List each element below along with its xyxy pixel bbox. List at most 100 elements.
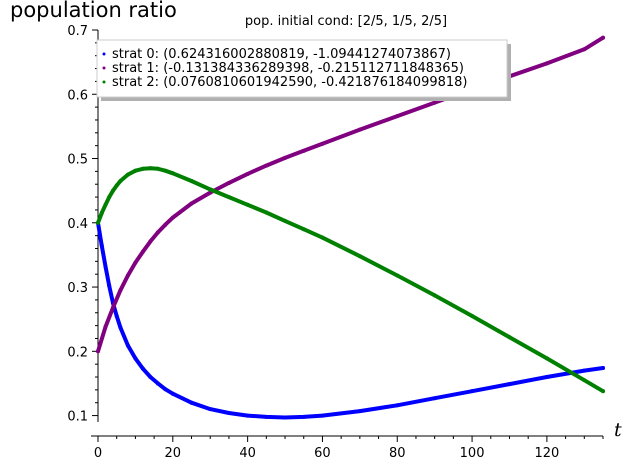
- data-point: [155, 381, 160, 386]
- data-point: [125, 172, 130, 177]
- data-point: [189, 400, 194, 405]
- legend-marker: [102, 66, 106, 70]
- data-point: [170, 171, 175, 176]
- data-point: [189, 201, 194, 206]
- legend-marker: [102, 80, 106, 84]
- data-point: [357, 409, 362, 414]
- data-point: [582, 47, 587, 52]
- data-point: [140, 166, 145, 171]
- y-tick-label: 0.3: [67, 281, 88, 296]
- y-axis-label: population ratio: [10, 0, 177, 22]
- x-tick-label: 60: [314, 446, 331, 461]
- data-point: [283, 155, 288, 160]
- data-point: [544, 356, 549, 361]
- data-point: [110, 188, 115, 193]
- data-point: [264, 210, 269, 215]
- y-axis-ticks: 0.1 0.2 0.3 0.4 0.5 0.6 0.7: [67, 24, 98, 425]
- series-2-line: [96, 166, 605, 394]
- data-point: [125, 343, 130, 348]
- data-point: [245, 413, 250, 418]
- legend-box: [96, 39, 508, 98]
- x-tick-label: 100: [460, 446, 485, 461]
- data-point: [320, 235, 325, 240]
- legend: strat 0: (0.624316002880819, -1.09441274…: [96, 39, 511, 101]
- data-point: [470, 389, 475, 394]
- x-tick-label: 80: [389, 446, 406, 461]
- data-point: [189, 179, 194, 184]
- data-point: [96, 349, 100, 354]
- data-point: [170, 391, 175, 396]
- data-point: [226, 195, 231, 200]
- data-point: [283, 218, 288, 223]
- data-point: [114, 313, 119, 318]
- series-2: [96, 166, 605, 394]
- y-tick-label: 0.6: [67, 88, 88, 103]
- data-point: [601, 366, 605, 371]
- legend-entry: strat 2: (0.0760810601942590, -0.4218761…: [112, 75, 468, 90]
- chart-title: pop. initial cond: [2/5, 1/5, 2/5]: [245, 14, 447, 29]
- data-point: [148, 375, 153, 380]
- data-point: [395, 273, 400, 278]
- x-tick-label: 0: [94, 446, 102, 461]
- y-tick-label: 0.2: [67, 345, 88, 360]
- data-point: [99, 211, 104, 216]
- data-point: [470, 313, 475, 318]
- y-tick-label: 0.4: [67, 217, 88, 232]
- data-point: [582, 368, 587, 373]
- data-point: [357, 127, 362, 132]
- data-point: [140, 249, 145, 254]
- data-point: [163, 387, 168, 392]
- data-point: [283, 415, 288, 420]
- data-point: [118, 179, 123, 184]
- data-point: [264, 414, 269, 419]
- data-point: [114, 183, 119, 188]
- data-point: [133, 260, 138, 265]
- data-point: [208, 187, 213, 192]
- data-point: [320, 141, 325, 146]
- data-point: [99, 243, 104, 248]
- data-point: [395, 114, 400, 119]
- data-point: [432, 293, 437, 298]
- data-point: [301, 148, 306, 153]
- data-point: [163, 222, 168, 227]
- legend-entry: strat 0: (0.624316002880819, -1.09441274…: [112, 47, 451, 62]
- data-point: [170, 215, 175, 220]
- data-point: [226, 411, 231, 416]
- data-point: [264, 163, 269, 168]
- data-point: [148, 239, 153, 244]
- x-tick-label: 120: [534, 446, 559, 461]
- y-tick-label: 0.5: [67, 153, 88, 168]
- data-point: [103, 324, 108, 329]
- legend-entry: strat 1: (-0.131384336289398, -0.2151127…: [112, 61, 464, 76]
- data-point: [118, 325, 123, 330]
- data-point: [301, 414, 306, 419]
- data-point: [395, 403, 400, 408]
- data-point: [103, 202, 108, 207]
- data-point: [110, 305, 115, 310]
- data-point: [582, 378, 587, 383]
- data-point: [148, 166, 153, 171]
- x-tick-label: 40: [239, 446, 256, 461]
- data-point: [301, 227, 306, 232]
- data-point: [133, 356, 138, 361]
- data-point: [601, 35, 605, 40]
- data-point: [245, 202, 250, 207]
- x-axis-ticks: 0 20 40 60 80 100 120: [94, 436, 604, 461]
- data-point: [544, 61, 549, 66]
- data-point: [357, 254, 362, 259]
- data-point: [96, 220, 100, 225]
- data-point: [432, 100, 437, 105]
- legend-marker: [102, 52, 106, 56]
- y-tick-label: 0.7: [67, 24, 88, 39]
- data-point: [245, 171, 250, 176]
- y-tick-label: 0.1: [67, 410, 88, 425]
- data-point: [320, 413, 325, 418]
- data-point: [107, 283, 112, 288]
- data-point: [118, 288, 123, 293]
- data-point: [507, 335, 512, 340]
- x-tick-label: 20: [165, 446, 182, 461]
- data-point: [507, 382, 512, 387]
- x-axis-label: t: [614, 419, 622, 441]
- data-point: [140, 366, 145, 371]
